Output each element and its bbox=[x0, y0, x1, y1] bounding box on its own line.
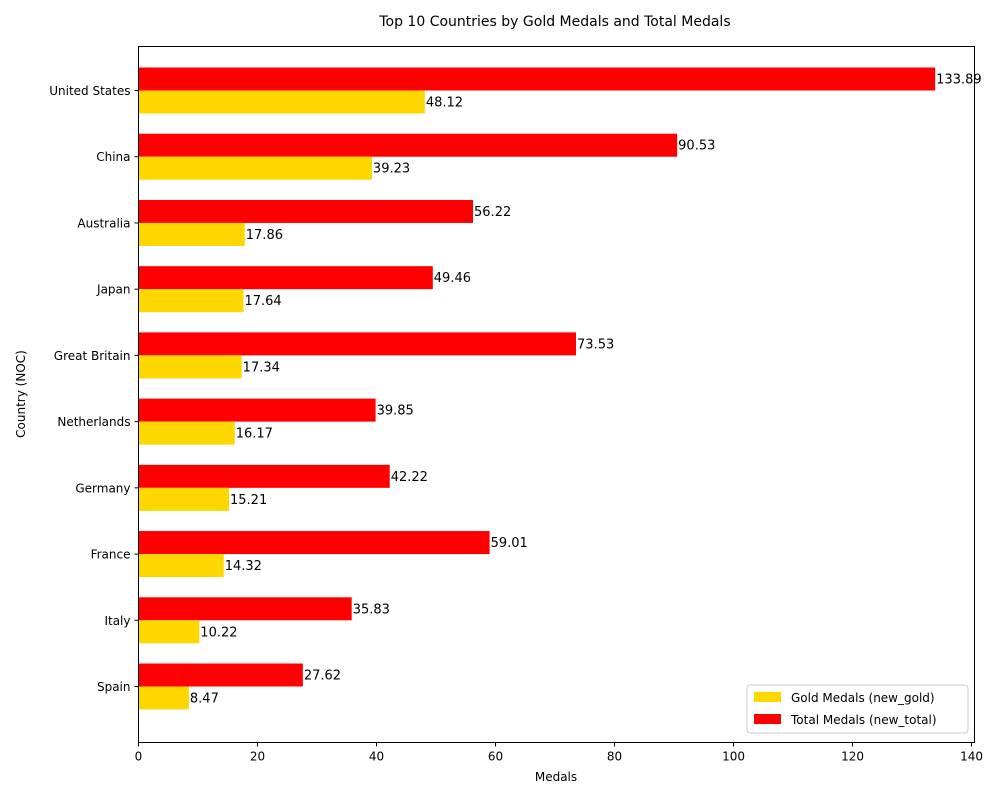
bar-gold-netherlands bbox=[138, 421, 235, 445]
legend: Gold Medals (new_gold) Total Medals (new… bbox=[746, 684, 969, 734]
bar-total-germany bbox=[138, 464, 390, 488]
y-tick-label-japan: Japan bbox=[96, 283, 130, 297]
bar-total-united-states bbox=[138, 67, 936, 91]
data-labels-layer: 133.89 48.12 90.53 39.23 56.22 17.86 49.46 17.6… bbox=[190, 73, 982, 707]
data-label-total-netherlands: 39.85 bbox=[377, 404, 414, 419]
x-tick-label-60: 60 bbox=[488, 750, 503, 764]
bar-total-spain bbox=[138, 663, 303, 687]
data-label-total-china: 90.53 bbox=[678, 139, 715, 154]
bar-total-japan bbox=[138, 266, 433, 290]
legend-label-total: Total Medals (new_total) bbox=[790, 713, 937, 727]
bar-total-china bbox=[138, 133, 678, 157]
x-tick-label-0: 0 bbox=[135, 750, 143, 764]
data-label-gold-united-states: 48.12 bbox=[426, 96, 463, 111]
x-tick-label-140: 140 bbox=[960, 750, 983, 764]
y-tick-label-china: China bbox=[96, 150, 130, 164]
y-tick-label-australia: Australia bbox=[77, 216, 130, 230]
data-label-total-italy: 35.83 bbox=[353, 602, 390, 617]
bar-gold-italy bbox=[138, 620, 200, 644]
bars-layer bbox=[138, 67, 936, 710]
legend-frame bbox=[746, 684, 969, 734]
x-axis-label: Medals bbox=[535, 770, 577, 784]
x-tick-label-120: 120 bbox=[841, 750, 864, 764]
x-tick-label-40: 40 bbox=[369, 750, 384, 764]
data-label-total-germany: 42.22 bbox=[391, 470, 428, 485]
bar-gold-united-states bbox=[138, 90, 425, 114]
data-label-gold-japan: 17.64 bbox=[244, 294, 281, 309]
bar-gold-australia bbox=[138, 222, 245, 246]
data-label-total-spain: 27.62 bbox=[304, 669, 341, 684]
chart-title: Top 10 Countries by Gold Medals and Tota… bbox=[378, 14, 730, 30]
y-axis: United States China Australia Japan Great Br… bbox=[49, 84, 139, 694]
data-label-total-france: 59.01 bbox=[491, 536, 528, 551]
data-label-gold-germany: 15.21 bbox=[230, 493, 267, 508]
data-label-total-japan: 49.46 bbox=[434, 271, 471, 286]
data-label-gold-netherlands: 16.17 bbox=[236, 427, 273, 442]
x-tick-label-20: 20 bbox=[250, 750, 265, 764]
data-label-gold-china: 39.23 bbox=[373, 162, 410, 177]
y-tick-label-spain: Spain bbox=[97, 680, 131, 694]
y-tick-label-germany: Germany bbox=[75, 481, 130, 495]
data-label-gold-spain: 8.47 bbox=[190, 692, 219, 707]
data-label-gold-france: 14.32 bbox=[225, 559, 262, 574]
x-tick-label-80: 80 bbox=[607, 750, 622, 764]
y-tick-label-united-states: United States bbox=[49, 84, 130, 98]
data-label-total-united-states: 133.89 bbox=[936, 73, 982, 88]
bar-gold-china bbox=[138, 156, 372, 180]
bar-gold-spain bbox=[138, 686, 189, 710]
bar-gold-germany bbox=[138, 487, 230, 511]
bar-gold-france bbox=[138, 554, 224, 578]
data-label-total-australia: 56.22 bbox=[474, 205, 511, 220]
bar-total-great-britain bbox=[138, 332, 577, 356]
legend-label-gold: Gold Medals (new_gold) bbox=[791, 691, 935, 705]
x-axis: 0 20 40 60 80 100 120 140 bbox=[135, 742, 983, 764]
y-tick-label-netherlands: Netherlands bbox=[57, 415, 130, 429]
data-label-total-great-britain: 73.53 bbox=[577, 337, 614, 352]
bar-total-france bbox=[138, 531, 490, 555]
bar-total-netherlands bbox=[138, 398, 376, 422]
legend-swatch-total bbox=[754, 714, 781, 724]
y-tick-label-france: France bbox=[91, 548, 131, 562]
data-label-gold-australia: 17.86 bbox=[246, 228, 283, 243]
legend-swatch-gold bbox=[754, 692, 781, 702]
bar-gold-great-britain bbox=[138, 355, 242, 379]
bar-gold-japan bbox=[138, 289, 244, 313]
y-tick-label-great-britain: Great Britain bbox=[54, 349, 131, 363]
data-label-gold-italy: 10.22 bbox=[200, 625, 237, 640]
data-label-gold-great-britain: 17.34 bbox=[243, 360, 280, 375]
bar-total-australia bbox=[138, 199, 474, 223]
y-axis-label: Country (NOC) bbox=[14, 350, 28, 438]
plot-frame bbox=[138, 46, 975, 743]
x-tick-label-100: 100 bbox=[722, 750, 745, 764]
bar-total-italy bbox=[138, 597, 352, 621]
y-tick-label-italy: Italy bbox=[104, 614, 130, 628]
